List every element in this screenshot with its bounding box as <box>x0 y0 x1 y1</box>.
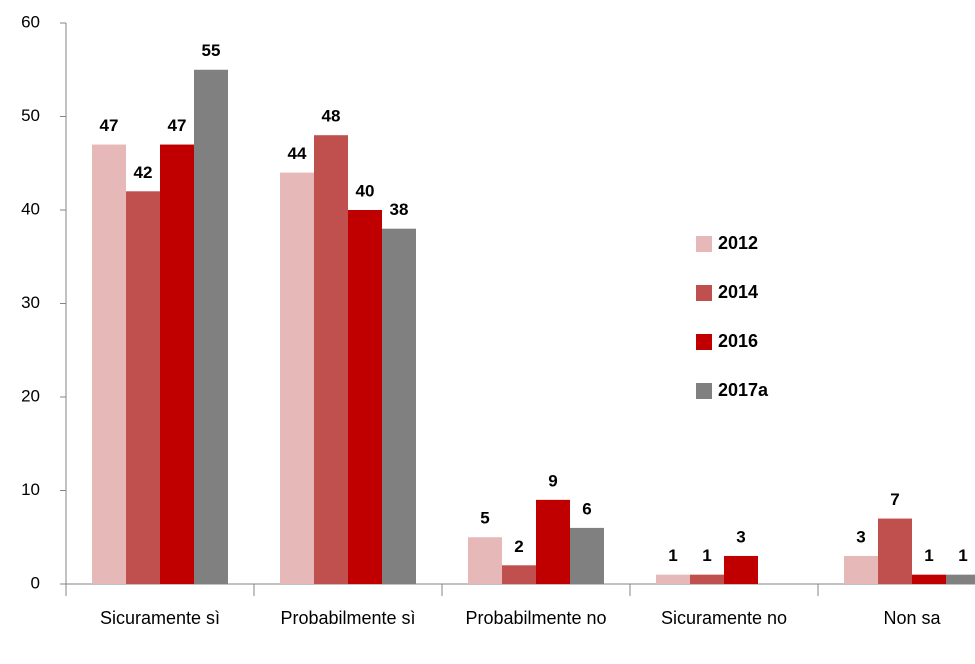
y-tick-label: 10 <box>21 480 40 499</box>
value-label: 55 <box>202 41 221 60</box>
bar <box>536 499 570 584</box>
value-label: 1 <box>668 546 677 565</box>
value-label: 40 <box>356 181 375 200</box>
legend-label: 2016 <box>718 331 758 351</box>
legend-swatch <box>696 383 712 399</box>
legend-label: 2017a <box>718 380 769 400</box>
value-label: 48 <box>322 107 341 126</box>
y-tick-label: 40 <box>21 199 40 218</box>
bar <box>502 565 536 584</box>
value-label: 5 <box>480 509 489 528</box>
legend-swatch <box>696 236 712 252</box>
bar <box>314 135 348 584</box>
bar <box>844 555 878 584</box>
legend-swatch <box>696 334 712 350</box>
value-label: 1 <box>958 546 967 565</box>
bar <box>126 191 160 585</box>
value-label: 9 <box>548 471 557 490</box>
value-label: 1 <box>702 546 711 565</box>
value-label: 3 <box>736 527 745 546</box>
bar <box>468 537 502 584</box>
bar <box>194 69 228 584</box>
value-label: 44 <box>288 144 307 163</box>
legend-swatch <box>696 285 712 301</box>
bar <box>348 210 382 584</box>
value-label: 7 <box>890 490 899 509</box>
x-tick-label: Probabilmente sì <box>280 608 416 628</box>
y-tick-label: 30 <box>21 293 40 312</box>
bar <box>160 144 194 585</box>
value-label: 47 <box>168 116 187 135</box>
bar <box>382 228 416 584</box>
bar <box>92 144 126 585</box>
bar <box>878 518 912 584</box>
y-tick-label: 60 <box>21 12 40 31</box>
bar <box>690 574 724 584</box>
bar <box>946 574 975 584</box>
bar <box>570 527 604 584</box>
y-tick-label: 20 <box>21 386 40 405</box>
legend-label: 2012 <box>718 233 758 253</box>
y-tick-label: 0 <box>31 573 40 592</box>
value-label: 2 <box>514 537 523 556</box>
bar <box>724 555 758 584</box>
value-label: 42 <box>134 163 153 182</box>
x-tick-label: Probabilmente no <box>465 608 607 628</box>
bar <box>912 574 946 584</box>
value-label: 3 <box>856 527 865 546</box>
x-tick-label: Non sa <box>883 608 941 628</box>
y-tick-label: 50 <box>21 106 40 125</box>
bar <box>280 172 314 584</box>
value-label: 1 <box>924 546 933 565</box>
legend-label: 2014 <box>718 282 758 302</box>
x-tick-label: Sicuramente sì <box>99 608 221 628</box>
value-label: 6 <box>582 499 591 518</box>
value-label: 47 <box>100 116 119 135</box>
x-tick-label: Sicuramente no <box>660 608 788 628</box>
bar <box>656 574 690 584</box>
value-label: 38 <box>390 200 409 219</box>
